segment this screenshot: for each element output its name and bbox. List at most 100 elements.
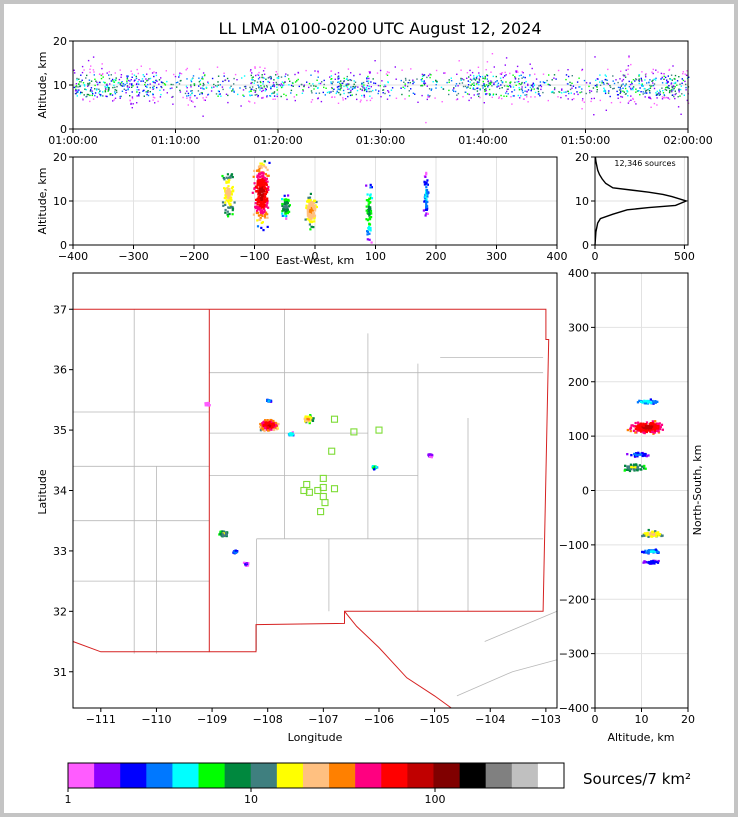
east-west-source-cell: [260, 226, 263, 229]
colorbar-cell: [68, 763, 95, 788]
east-west-tick-label: 200: [426, 250, 447, 263]
east-west-source-cell: [258, 191, 261, 195]
time-altitude-point: [194, 95, 196, 97]
time-altitude-point: [339, 93, 342, 96]
time-altitude-point: [674, 81, 677, 84]
east-west-source-cell: [257, 165, 261, 168]
east-west-source-cell: [265, 191, 268, 194]
north-south-source-cell: [661, 428, 664, 431]
time-altitude-point: [262, 70, 265, 72]
time-altitude-point: [202, 78, 204, 80]
time-altitude-point: [76, 79, 78, 81]
time-altitude-point: [487, 84, 490, 87]
time-altitude-point: [527, 84, 529, 87]
north-south-source-cell: [634, 467, 637, 471]
map-source-cell: [308, 420, 311, 423]
time-altitude-point: [249, 101, 251, 103]
time-altitude-point: [133, 80, 135, 82]
east-west-source-cell: [258, 205, 262, 208]
time-altitude-point: [231, 90, 233, 92]
east-west-source-cell: [225, 199, 228, 202]
east-west-source-cell: [264, 173, 267, 176]
time-altitude-point: [662, 96, 665, 99]
east-west-source-cell: [311, 211, 315, 214]
lma-station-marker: [350, 428, 358, 436]
time-altitude-point: [179, 72, 181, 74]
time-altitude-point: [646, 92, 648, 94]
time-altitude-point: [120, 82, 123, 84]
time-altitude-point: [147, 94, 150, 97]
map-source-cell: [269, 422, 272, 425]
time-altitude-point: [673, 82, 675, 84]
time-altitude-point: [520, 88, 522, 90]
time-altitude-point: [171, 87, 173, 89]
time-altitude-point: [264, 67, 266, 69]
north-south-source-cell: [630, 424, 633, 427]
time-altitude-point: [429, 76, 431, 79]
time-altitude-point: [94, 88, 96, 90]
east-west-source-cell: [266, 216, 269, 219]
time-altitude-point: [254, 90, 257, 92]
east-west-source-cell: [311, 220, 314, 223]
time-altitude-point: [668, 68, 671, 71]
time-altitude-point: [679, 88, 682, 91]
time-altitude-point: [350, 91, 352, 93]
time-altitude-point: [277, 84, 280, 86]
time-altitude-point: [96, 96, 98, 98]
time-altitude-point: [334, 73, 337, 75]
east-west-source-cell: [367, 226, 370, 230]
time-altitude-point: [346, 78, 348, 80]
east-west-source-cell: [422, 209, 425, 212]
time-altitude-point: [529, 86, 532, 89]
north-south-source-cell: [641, 550, 644, 554]
time-altitude-point: [190, 79, 192, 82]
east-west-source-cell: [266, 213, 269, 216]
time-altitude-point: [273, 85, 276, 88]
time-altitude-point: [596, 89, 598, 91]
east-west-source-cell: [260, 211, 263, 214]
time-altitude-point: [569, 81, 571, 84]
east-west-source-cell: [281, 214, 284, 217]
time-altitude-point: [667, 81, 669, 83]
east-west-source-cell: [368, 197, 371, 200]
map-source-cell: [266, 399, 269, 402]
time-altitude-point: [251, 88, 253, 90]
time-altitude-point: [648, 90, 651, 92]
longitude-tick-label: −104: [475, 713, 505, 726]
time-altitude-point: [506, 88, 509, 90]
east-west-source-cell: [263, 209, 266, 212]
time-altitude-point: [612, 80, 614, 82]
colorbar-cell: [250, 763, 278, 788]
time-altitude-point: [621, 80, 623, 82]
time-altitude-point: [509, 84, 511, 87]
time-altitude-point: [493, 82, 495, 84]
time-altitude-point: [464, 85, 467, 88]
time-altitude-point: [653, 78, 655, 80]
time-altitude-point: [73, 69, 75, 71]
time-altitude-point: [601, 80, 603, 82]
colorbar-cell: [94, 763, 121, 788]
time-altitude-point: [491, 53, 494, 55]
time-altitude-point: [89, 94, 91, 97]
time-altitude-point: [135, 77, 138, 80]
time-altitude-point: [347, 92, 350, 94]
map-source-cell: [304, 417, 308, 420]
map-source-cell: [225, 533, 228, 537]
ew-alt-tick-label: 0: [60, 239, 67, 252]
time-altitude-point: [594, 56, 596, 58]
time-altitude-point: [325, 87, 327, 89]
time-altitude-point: [470, 97, 472, 99]
time-altitude-point: [467, 86, 469, 88]
time-altitude-point: [114, 97, 117, 99]
ns-tick-label: −200: [559, 593, 589, 606]
time-altitude-point: [119, 97, 121, 99]
time-altitude-point: [515, 70, 517, 72]
east-west-source-cell: [258, 189, 261, 192]
time-altitude-point: [635, 88, 637, 90]
time-altitude-point: [89, 71, 91, 74]
time-altitude-point: [189, 96, 192, 98]
time-altitude-point: [662, 73, 665, 75]
east-west-source-cell: [366, 230, 369, 234]
east-west-source-cell: [262, 229, 265, 232]
time-altitude-point: [98, 92, 100, 94]
